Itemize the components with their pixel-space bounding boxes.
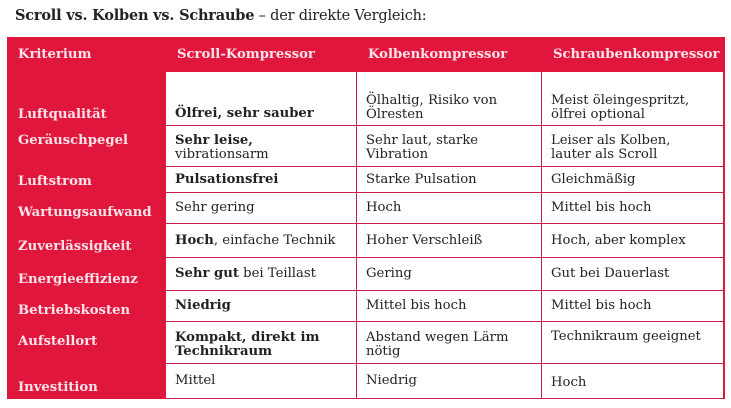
criterion-cell: Aufstellort	[18, 334, 98, 349]
table-row: Wartungsaufwand Sehr gering Hoch Mittel …	[7, 193, 725, 224]
kolben-text: Gering	[366, 266, 412, 281]
schraube-text: Mittel bis hoch	[551, 298, 652, 313]
schraube-text: Mittel bis hoch	[551, 200, 652, 215]
scroll-text: Sehr gering	[175, 200, 255, 215]
criterion-cell: Luftstrom	[18, 174, 92, 189]
table-row: Luftstrom Pulsationsfrei Starke Pulsatio…	[7, 167, 725, 193]
table-row: Zuverlässigkeit Hoch, einfache Technik H…	[7, 224, 725, 258]
title-bold: Scroll vs. Kolben vs. Schraube	[15, 7, 255, 24]
table-header-row: Kriterium Scroll-Kompressor Kolbenkompre…	[7, 37, 725, 72]
scroll-cell: Kompakt, direkt im Technikraum	[166, 322, 357, 364]
kolben-text: Niedrig	[366, 373, 417, 388]
schraube-text: Hoch	[551, 375, 587, 390]
criterion-cell: Wartungsaufwand	[18, 205, 152, 220]
schraube-cell: Leiser als Kolben, lauter als Scroll	[542, 126, 724, 167]
scroll-bold-text: Sehr leise,	[175, 133, 253, 148]
kolben-text: Mittel bis hoch	[366, 298, 467, 313]
scroll-cell: Sehr gering	[166, 193, 357, 224]
header-kolben: Kolbenkompressor	[368, 46, 508, 62]
scroll-bold-text: Ölfrei, sehr sauber	[175, 106, 314, 121]
scroll-bold-text: Niedrig	[175, 298, 231, 313]
schraube-cell: Gut bei Dauerlast	[542, 258, 724, 291]
kolben-cell: Hoher Verschleiß	[357, 224, 542, 258]
kolben-cell: Gering	[357, 258, 542, 291]
schraube-text: Meist öleingespritzt, ölfrei optional	[551, 93, 690, 122]
scroll-text: bei Teillast	[238, 266, 316, 281]
title-rest: – der direkte Vergleich:	[254, 8, 427, 24]
criterion-cell: Betriebskosten	[18, 303, 131, 318]
schraube-cell: Meist öleingespritzt, ölfrei optional	[542, 72, 724, 126]
schraube-cell: Gleichmäßig	[542, 167, 724, 193]
criterion-cell: Energieeffizienz	[18, 272, 138, 287]
table-row: Luftqualität Ölfrei, sehr sauber Ölhalti…	[7, 72, 725, 126]
kolben-text: Ölhaltig, Risiko von Ölresten	[366, 93, 498, 122]
scroll-bold-text: Sehr gut	[175, 266, 239, 281]
table-row: Aufstellort Kompakt, direkt im Technikra…	[7, 322, 725, 364]
scroll-text: vibrationsarm	[175, 147, 269, 162]
header-schraube: Schraubenkompressor	[553, 46, 720, 62]
kolben-cell: Abstand wegen Lärm nötig	[357, 322, 542, 364]
scroll-bold-text: Kompakt, direkt im Technikraum	[175, 330, 320, 359]
kolben-cell: Mittel bis hoch	[357, 291, 542, 322]
kolben-text: Hoher Verschleiß	[366, 232, 483, 248]
kolben-cell: Sehr laut, starke Vibration	[357, 126, 542, 167]
page-title: Scroll vs. Kolben vs. Schraube – der dir…	[15, 7, 427, 24]
scroll-bold-text: Pulsationsfrei	[175, 171, 279, 187]
kolben-cell: Niedrig	[357, 364, 542, 399]
kolben-cell: Hoch	[357, 193, 542, 224]
schraube-cell: Technikraum geeignet	[542, 322, 724, 364]
schraube-text: Leiser als Kolben, lauter als Scroll	[551, 133, 671, 162]
header-kriterium: Kriterium	[18, 46, 92, 62]
schraube-text: Technikraum geeignet	[551, 329, 701, 344]
scroll-cell: Sehr leise, vibrationsarm	[166, 126, 357, 167]
schraube-text: Gleichmäßig	[551, 171, 636, 187]
kolben-cell: Starke Pulsation	[357, 167, 542, 193]
scroll-cell: Hoch, einfache Technik	[166, 224, 357, 258]
schraube-cell: Mittel bis hoch	[542, 193, 724, 224]
table-row: Energieeffizienz Sehr gut bei Teillast G…	[7, 258, 725, 291]
kolben-text: Sehr laut, starke Vibration	[366, 133, 479, 162]
scroll-cell: Mittel	[166, 364, 357, 399]
scroll-cell: Pulsationsfrei	[166, 167, 357, 193]
schraube-cell: Hoch	[542, 364, 724, 399]
scroll-cell: Sehr gut bei Teillast	[166, 258, 357, 291]
criterion-cell: Geräuschpegel	[18, 133, 129, 148]
scroll-text: Mittel	[175, 373, 216, 388]
criterion-cell: Investition	[18, 380, 98, 395]
table-row: Geräuschpegel Sehr leise, vibrationsarm …	[7, 126, 725, 167]
kolben-text: Abstand wegen Lärm nötig	[366, 330, 509, 359]
scroll-bold-text: Hoch	[175, 232, 214, 248]
kolben-text: Hoch	[366, 200, 402, 215]
table-row: Investition Mittel Niedrig Hoch	[7, 364, 725, 399]
schraube-cell: Mittel bis hoch	[542, 291, 724, 322]
scroll-text: , einfache Technik	[213, 232, 336, 248]
scroll-cell: Niedrig	[166, 291, 357, 322]
schraube-text: Hoch, aber komplex	[551, 232, 686, 248]
table-row: Betriebskosten Niedrig Mittel bis hoch M…	[7, 291, 725, 322]
kolben-text: Starke Pulsation	[366, 171, 477, 187]
kolben-cell: Ölhaltig, Risiko von Ölresten	[357, 72, 542, 126]
header-scroll: Scroll-Kompressor	[177, 46, 315, 62]
comparison-table: Kriterium Scroll-Kompressor Kolbenkompre…	[7, 37, 725, 399]
schraube-cell: Hoch, aber komplex	[542, 224, 724, 258]
schraube-text: Gut bei Dauerlast	[551, 266, 670, 281]
criterion-cell: Zuverlässigkeit	[18, 239, 132, 254]
scroll-cell: Ölfrei, sehr sauber	[166, 72, 357, 126]
criterion-cell: Luftqualität	[18, 107, 107, 122]
